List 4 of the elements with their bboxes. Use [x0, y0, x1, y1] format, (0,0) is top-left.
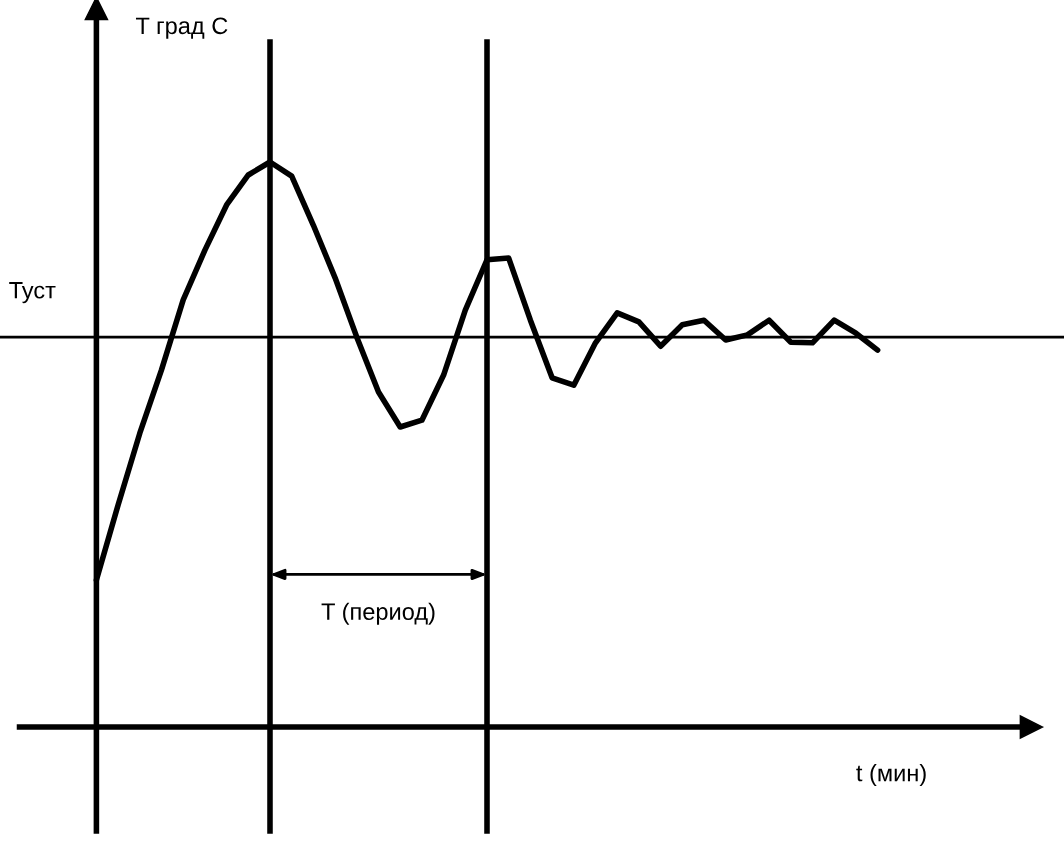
annotation: T (период): [321, 602, 435, 625]
ref-line-label: Туст: [9, 282, 56, 304]
text: T град С: [135, 17, 228, 39]
x-axis-title: t (мин): [856, 764, 926, 787]
